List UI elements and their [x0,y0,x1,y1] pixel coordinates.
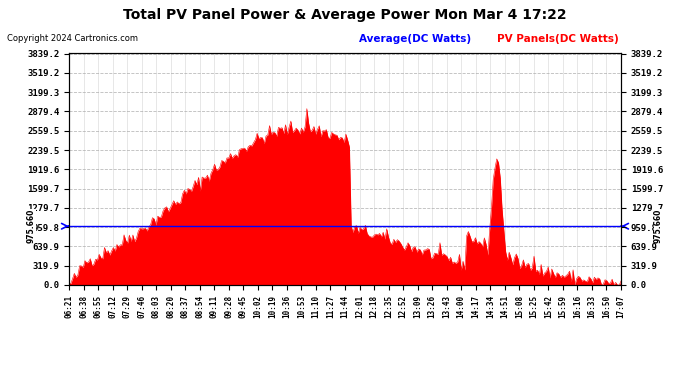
Text: 975.660: 975.660 [654,209,663,243]
Text: 975.660: 975.660 [27,209,36,243]
Text: Copyright 2024 Cartronics.com: Copyright 2024 Cartronics.com [7,34,138,43]
Text: PV Panels(DC Watts): PV Panels(DC Watts) [497,34,618,44]
Text: Average(DC Watts): Average(DC Watts) [359,34,471,44]
Text: Total PV Panel Power & Average Power Mon Mar 4 17:22: Total PV Panel Power & Average Power Mon… [124,8,566,21]
